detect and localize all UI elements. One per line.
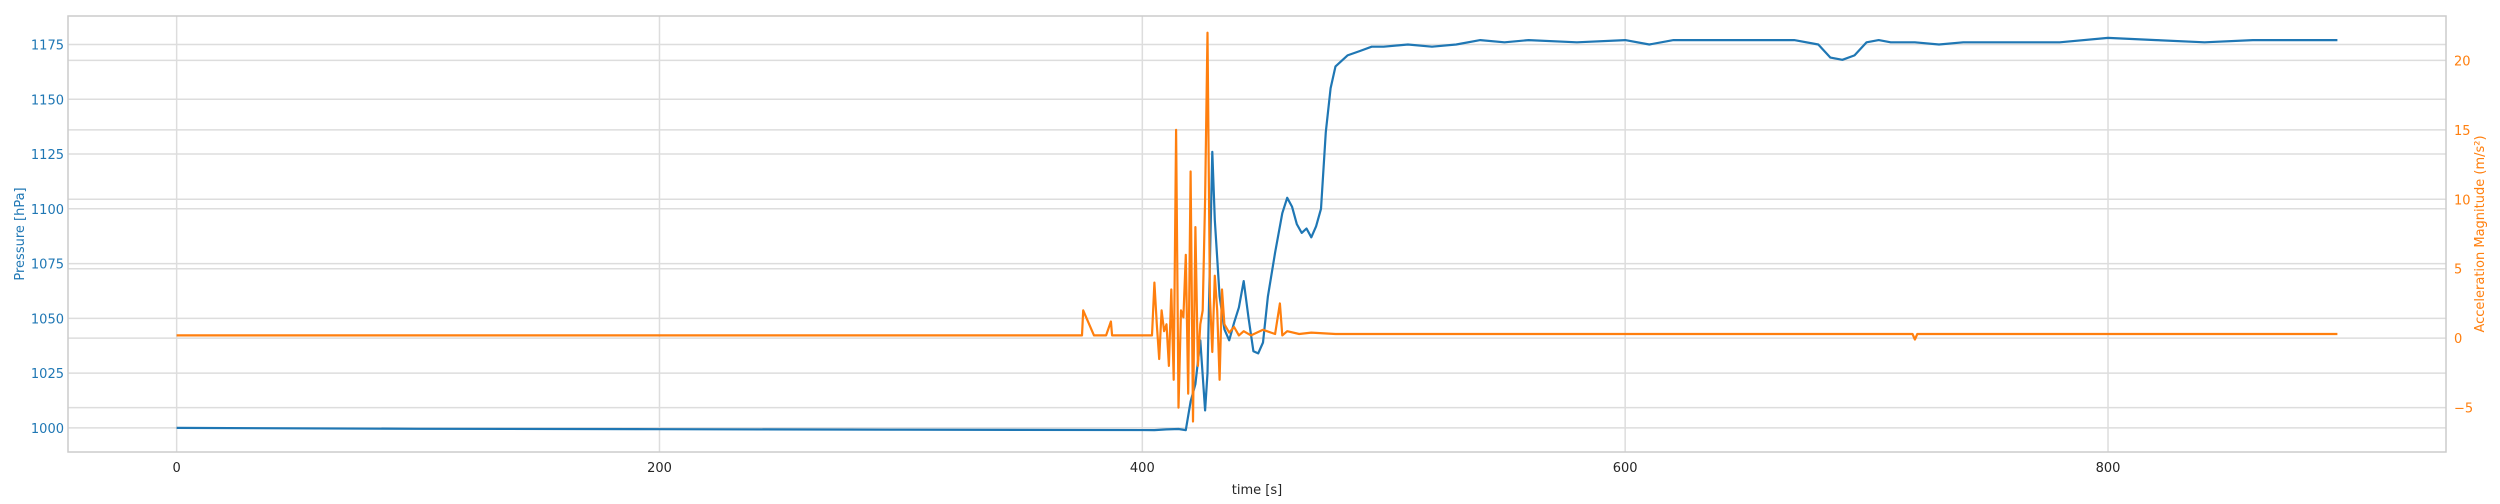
x-tick-label: 0 (172, 461, 180, 476)
y-right-axis-label: Acceleration Magnitude (m/s²) (2473, 135, 2488, 332)
acceleration-series-line (176, 31, 2338, 423)
x-tick-label: 800 (2096, 461, 2121, 476)
y-right-tick-label: 0 (2454, 332, 2462, 347)
y-right-tick-label: −5 (2454, 402, 2473, 417)
pressure-series-line (176, 36, 2338, 432)
y-left-tick-label: 1025 (31, 367, 64, 382)
y-left-tick-label: 1125 (31, 148, 64, 163)
y-right-tick-label: 5 (2454, 263, 2462, 278)
plot-frame (67, 15, 2447, 453)
y-left-tick-label: 1100 (31, 203, 64, 218)
y-left-tick-label: 1150 (31, 93, 64, 108)
y-right-tick-label: 10 (2454, 193, 2471, 208)
y-left-tick-label: 1075 (31, 258, 64, 273)
y-left-tick-label: 1050 (31, 312, 64, 327)
y-right-tick-label: 15 (2454, 124, 2471, 139)
y-right-tick-label: 20 (2454, 54, 2471, 69)
x-tick-label: 200 (647, 461, 672, 476)
y-left-tick-label: 1175 (31, 38, 64, 53)
x-axis-label: time [s] (1232, 483, 1282, 498)
series-layer (176, 31, 2338, 432)
grid-layer (68, 16, 2446, 452)
y-left-axis-label: Pressure [hPa] (13, 187, 28, 280)
y-left-tick-label: 1000 (31, 422, 64, 437)
x-tick-label: 600 (1613, 461, 1638, 476)
tick-layer: 0 200 400 600 800100010251050107511001125115… (31, 38, 2473, 476)
x-tick-label: 400 (1130, 461, 1155, 476)
